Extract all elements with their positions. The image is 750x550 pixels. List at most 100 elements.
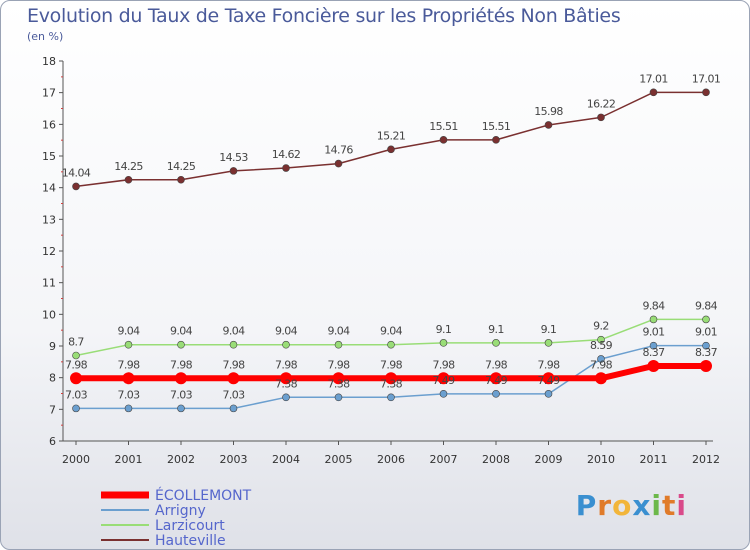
y-tick-label: 11	[42, 277, 56, 290]
proxiti-logo: Proxiti	[575, 489, 687, 522]
data-label: 7.03	[222, 388, 245, 401]
data-point	[544, 121, 553, 129]
data-label: 7.49	[432, 374, 455, 387]
data-point	[595, 372, 607, 385]
y-tick-label: 15	[42, 150, 56, 163]
data-label: 7.98	[485, 358, 508, 371]
data-point	[332, 372, 345, 385]
data-label: 15.21	[377, 129, 406, 142]
data-label: 17.01	[692, 72, 721, 85]
data-label: 9.04	[327, 325, 350, 338]
data-point	[597, 335, 605, 344]
data-point	[72, 182, 80, 191]
x-tick-label: 2002	[167, 453, 195, 466]
data-label: 8.59	[590, 339, 613, 352]
data-label: 7.03	[170, 388, 193, 401]
data-label: 7.38	[380, 377, 403, 390]
data-point	[649, 315, 658, 324]
data-point	[702, 341, 710, 350]
data-point	[387, 145, 395, 154]
y-tick-label: 16	[42, 118, 56, 131]
chart-title: Evolution du Taux de Taxe Foncière sur l…	[27, 5, 621, 27]
data-label: 9.01	[642, 326, 664, 339]
data-point	[229, 340, 238, 349]
data-point	[177, 404, 185, 413]
data-point	[492, 390, 500, 398]
data-label: 9.2	[593, 320, 609, 333]
data-label: 7.38	[327, 377, 350, 390]
data-label: 9.1	[541, 323, 557, 336]
data-point	[122, 372, 135, 385]
data-point	[229, 404, 238, 413]
data-point	[334, 159, 343, 168]
data-point	[492, 339, 500, 347]
y-tick-label: 6	[49, 435, 56, 448]
data-label: 7.98	[275, 358, 298, 371]
data-point	[229, 167, 238, 175]
data-point	[702, 88, 710, 97]
data-label: 9.1	[436, 323, 452, 336]
y-tick-label: 18	[42, 55, 56, 68]
data-point	[649, 88, 658, 97]
legend-label: ÉCOLLEMONT	[155, 487, 252, 504]
data-point	[649, 341, 658, 350]
data-label: 7.98	[537, 358, 560, 371]
data-point	[542, 372, 555, 385]
y-tick-label: 17	[42, 87, 56, 100]
data-point	[439, 390, 448, 398]
x-tick-label: 2008	[482, 453, 510, 466]
data-label: 14.53	[219, 151, 248, 164]
data-label: 7.98	[327, 358, 350, 371]
legend-label: Larzicourt	[155, 518, 225, 534]
data-label: 9.1	[488, 323, 504, 336]
x-tick-label: 2001	[115, 453, 143, 466]
data-label: 14.76	[324, 144, 353, 157]
data-point	[387, 340, 395, 349]
data-label: 9.84	[642, 299, 665, 312]
data-point	[282, 393, 290, 402]
data-label: 14.62	[272, 148, 301, 161]
y-axis-unit: (en %)	[27, 30, 64, 43]
data-point	[439, 339, 448, 347]
data-point	[124, 404, 133, 413]
data-label: 16.22	[587, 97, 616, 110]
data-label: 15.51	[482, 120, 511, 133]
data-point	[72, 404, 80, 413]
data-label: 7.38	[275, 377, 298, 390]
x-tick-label: 2012	[692, 453, 720, 466]
data-point	[439, 136, 448, 144]
x-tick-label: 2009	[535, 453, 563, 466]
data-point	[124, 340, 133, 349]
data-point	[177, 175, 185, 184]
data-point	[597, 355, 605, 363]
data-point	[227, 372, 240, 385]
data-point	[282, 340, 290, 349]
data-point	[385, 372, 397, 385]
data-label: 7.49	[485, 374, 508, 387]
data-label: 7.98	[170, 358, 193, 371]
y-tick-label: 7	[49, 403, 56, 416]
data-point	[702, 315, 710, 324]
data-point	[124, 175, 133, 184]
data-point	[437, 372, 450, 385]
data-label: 15.98	[534, 105, 563, 118]
y-tick-label: 10	[42, 308, 56, 321]
data-label: 9.01	[695, 326, 717, 339]
data-point	[70, 372, 82, 385]
data-label: 14.25	[114, 160, 143, 173]
data-label: 9.04	[170, 325, 193, 338]
y-tick-label: 8	[49, 372, 56, 385]
data-label: 9.04	[117, 325, 140, 338]
data-label: 7.49	[537, 374, 560, 387]
y-tick-label: 12	[42, 245, 56, 258]
data-label: 9.04	[380, 325, 403, 338]
data-label: 9.04	[222, 325, 245, 338]
data-label: 8.37	[642, 346, 665, 359]
data-point	[490, 372, 502, 385]
data-point	[280, 372, 292, 385]
x-tick-label: 2000	[62, 453, 90, 466]
legend-label: Arrigny	[155, 503, 206, 519]
y-tick-label: 13	[42, 213, 56, 226]
data-point	[544, 339, 553, 347]
